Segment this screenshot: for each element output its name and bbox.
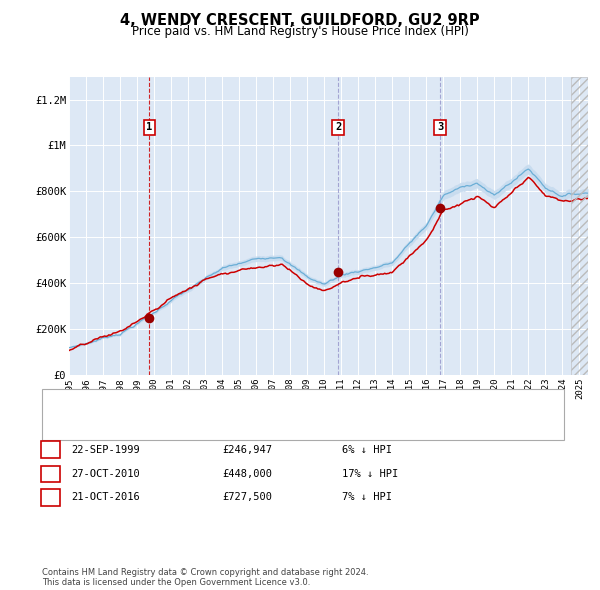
Text: 2: 2 (47, 469, 53, 478)
Text: 6% ↓ HPI: 6% ↓ HPI (342, 445, 392, 454)
Text: 17% ↓ HPI: 17% ↓ HPI (342, 469, 398, 478)
Text: 27-OCT-2010: 27-OCT-2010 (71, 469, 140, 478)
Text: 4, WENDY CRESCENT, GUILDFORD, GU2 9RP: 4, WENDY CRESCENT, GUILDFORD, GU2 9RP (120, 13, 480, 28)
Text: 3: 3 (47, 493, 53, 502)
Text: £727,500: £727,500 (222, 493, 272, 502)
Text: 7% ↓ HPI: 7% ↓ HPI (342, 493, 392, 502)
Text: 4, WENDY CRESCENT, GUILDFORD, GU2 9RP (detached house): 4, WENDY CRESCENT, GUILDFORD, GU2 9RP (d… (73, 398, 385, 408)
Text: Price paid vs. HM Land Registry's House Price Index (HPI): Price paid vs. HM Land Registry's House … (131, 25, 469, 38)
Text: 21-OCT-2016: 21-OCT-2016 (71, 493, 140, 502)
Text: £448,000: £448,000 (222, 469, 272, 478)
Text: 3: 3 (437, 122, 443, 132)
Text: Contains HM Land Registry data © Crown copyright and database right 2024.
This d: Contains HM Land Registry data © Crown c… (42, 568, 368, 587)
Text: £246,947: £246,947 (222, 445, 272, 454)
Text: HPI: Average price, detached house, Guildford: HPI: Average price, detached house, Guil… (73, 421, 304, 431)
Text: 22-SEP-1999: 22-SEP-1999 (71, 445, 140, 454)
Text: 1: 1 (47, 445, 53, 454)
Text: 2: 2 (335, 122, 341, 132)
Text: 1: 1 (146, 122, 152, 132)
